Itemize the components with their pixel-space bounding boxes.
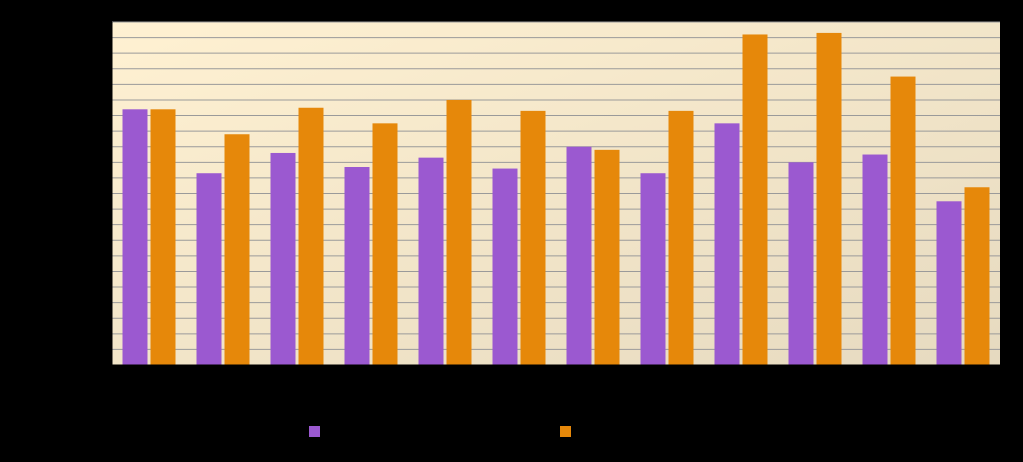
bar-series-1 [566, 146, 592, 365]
bar-series-2 [224, 134, 250, 365]
bar-series-2 [298, 107, 324, 365]
bar-series-2 [372, 123, 398, 365]
bar-series-2 [446, 99, 472, 366]
bar-series-2 [816, 32, 842, 365]
bar-series-2 [890, 76, 916, 366]
legend-swatch-series-2 [560, 425, 571, 437]
bar-series-1 [344, 166, 370, 365]
bar-series-1 [640, 173, 666, 365]
bar-series-2 [594, 149, 620, 365]
bar-series-1 [196, 173, 222, 365]
bar-series-2 [520, 110, 546, 365]
bar-series-2 [742, 34, 768, 366]
bar-series-1 [714, 123, 740, 365]
legend-item-series-2 [560, 424, 577, 438]
bar-series-1 [936, 201, 962, 365]
bar-series-1 [122, 109, 148, 366]
bar-series-1 [418, 157, 444, 365]
bar-series-1 [788, 162, 814, 365]
bars [122, 32, 990, 366]
bar-series-2 [964, 187, 990, 365]
bar-series-1 [862, 154, 888, 365]
bar-series-1 [270, 152, 296, 365]
axes [106, 21, 1001, 371]
bar-series-1 [492, 168, 518, 365]
legend-swatch-series-1 [309, 425, 320, 437]
bar-series-2 [150, 109, 176, 366]
bar-series-2 [668, 110, 694, 365]
gridlines [112, 21, 1000, 350]
legend-item-series-1 [309, 424, 326, 438]
legend [0, 424, 1023, 438]
